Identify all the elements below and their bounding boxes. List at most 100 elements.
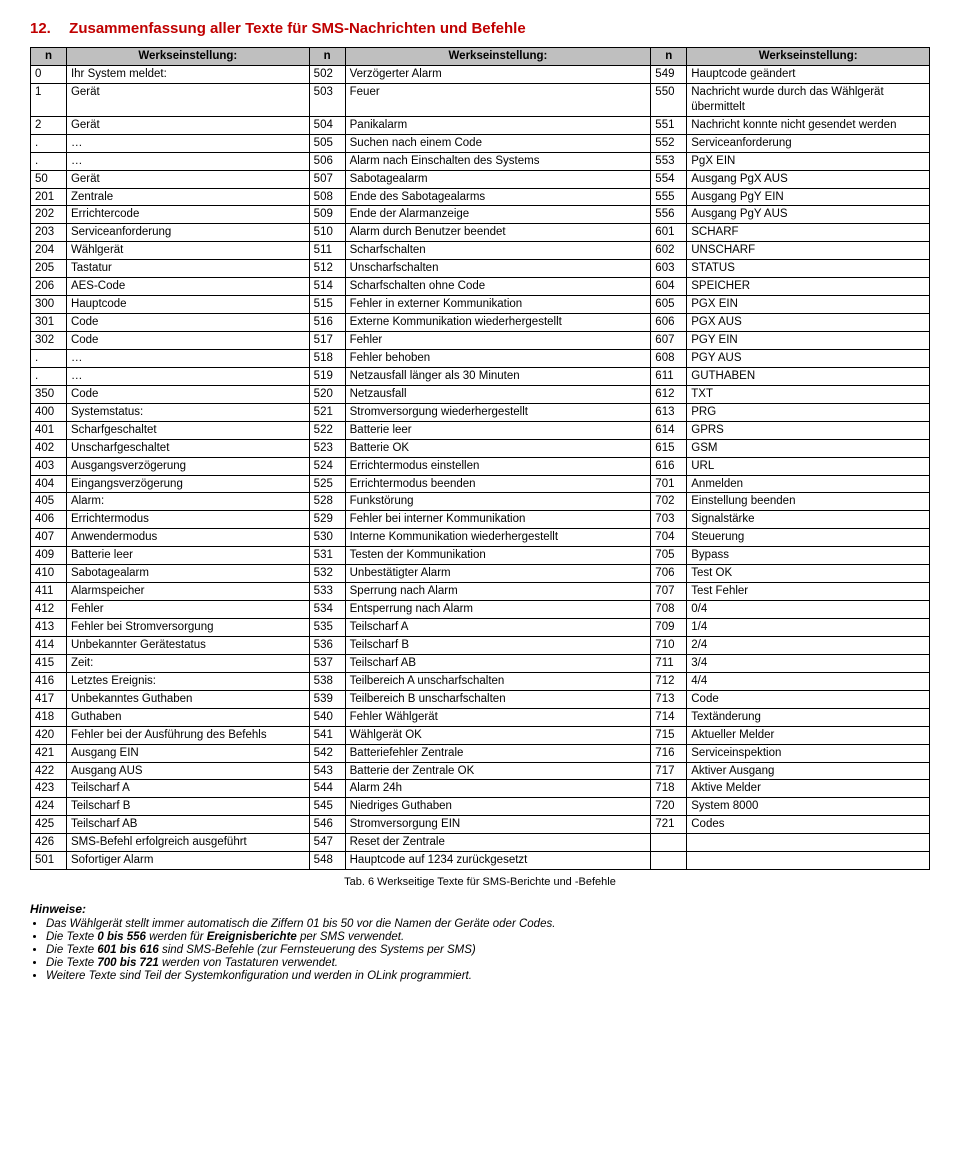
table-row: .…519Netzausfall länger als 30 Minuten61… [31, 367, 930, 385]
table-cell: Tastatur [66, 260, 309, 278]
table-cell: 416 [31, 672, 67, 690]
table-cell: Errichtermodus einstellen [345, 457, 651, 475]
table-cell: 709 [651, 619, 687, 637]
table-cell: 502 [309, 65, 345, 83]
table-cell: 611 [651, 367, 687, 385]
table-cell: … [66, 367, 309, 385]
table-cell: 508 [309, 188, 345, 206]
table-cell: Teilscharf B [66, 798, 309, 816]
table-cell: Code [687, 690, 930, 708]
table-row: 202Errichtercode509Ende der Alarmanzeige… [31, 206, 930, 224]
table-cell [651, 834, 687, 852]
table-cell: Unbekanntes Guthaben [66, 690, 309, 708]
table-cell: 512 [309, 260, 345, 278]
table-cell: 350 [31, 385, 67, 403]
table-row: 206AES-Code514Scharfschalten ohne Code60… [31, 278, 930, 296]
table-row: 411Alarmspeicher533Sperrung nach Alarm70… [31, 583, 930, 601]
table-cell: 552 [651, 134, 687, 152]
table-cell: 606 [651, 314, 687, 332]
table-row: 350Code520Netzausfall612TXT [31, 385, 930, 403]
table-cell: Feuer [345, 83, 651, 116]
table-row: .…505Suchen nach einem Code552Serviceanf… [31, 134, 930, 152]
table-row: 402Unscharfgeschaltet523Batterie OK615GS… [31, 439, 930, 457]
table-cell: PgX EIN [687, 152, 930, 170]
table-cell: Scharfschalten ohne Code [345, 278, 651, 296]
table-cell: Sabotagealarm [66, 565, 309, 583]
table-cell: PRG [687, 403, 930, 421]
table-row: 405Alarm:528Funkstörung702Einstellung be… [31, 493, 930, 511]
table-cell [687, 834, 930, 852]
table-cell: 201 [31, 188, 67, 206]
table-cell: 420 [31, 726, 67, 744]
table-row: 404Eingangsverzögerung525Errichtermodus … [31, 475, 930, 493]
table-cell: Sabotagealarm [345, 170, 651, 188]
table-cell: 519 [309, 367, 345, 385]
table-cell: Ausgang EIN [66, 744, 309, 762]
table-cell: 0/4 [687, 601, 930, 619]
table-cell: 554 [651, 170, 687, 188]
table-cell: Scharfschalten [345, 242, 651, 260]
table-cell: 535 [309, 619, 345, 637]
table-cell: Teilscharf A [66, 780, 309, 798]
table-cell: 717 [651, 762, 687, 780]
table-cell: 50 [31, 170, 67, 188]
table-cell: Systemstatus: [66, 403, 309, 421]
table-cell: Suchen nach einem Code [345, 134, 651, 152]
table-cell: 506 [309, 152, 345, 170]
table-cell: 2/4 [687, 636, 930, 654]
table-cell: 605 [651, 296, 687, 314]
table-cell: 406 [31, 511, 67, 529]
table-cell: Code [66, 314, 309, 332]
table-cell: Serviceanforderung [687, 134, 930, 152]
table-row: 0Ihr System meldet:502Verzögerter Alarm5… [31, 65, 930, 83]
table-cell: Batteriefehler Zentrale [345, 744, 651, 762]
table-cell: GSM [687, 439, 930, 457]
table-cell: 426 [31, 834, 67, 852]
hints-title: Hinweise: [30, 902, 930, 916]
table-row: 300Hauptcode515Fehler in externer Kommun… [31, 296, 930, 314]
table-cell: 423 [31, 780, 67, 798]
table-cell: 507 [309, 170, 345, 188]
table-cell: Code [66, 332, 309, 350]
table-cell: Niedriges Guthaben [345, 798, 651, 816]
table-cell: 520 [309, 385, 345, 403]
table-cell: Netzausfall [345, 385, 651, 403]
table-cell: Textänderung [687, 708, 930, 726]
table-cell: Fehler in externer Kommunikation [345, 296, 651, 314]
table-row: 416Letztes Ereignis:538Teilbereich A uns… [31, 672, 930, 690]
table-cell: Hauptcode [66, 296, 309, 314]
table-cell: 718 [651, 780, 687, 798]
section-heading: Zusammenfassung aller Texte für SMS-Nach… [69, 20, 526, 37]
table-row: 417Unbekanntes Guthaben539Teilbereich B … [31, 690, 930, 708]
table-cell: 418 [31, 708, 67, 726]
table-cell: 531 [309, 547, 345, 565]
table-cell: Anwendermodus [66, 529, 309, 547]
table-cell: Code [66, 385, 309, 403]
table-cell: Steuerung [687, 529, 930, 547]
table-cell: 544 [309, 780, 345, 798]
table-cell: URL [687, 457, 930, 475]
table-cell: 550 [651, 83, 687, 116]
table-cell: Einstellung beenden [687, 493, 930, 511]
table-cell: 705 [651, 547, 687, 565]
table-cell: GPRS [687, 421, 930, 439]
table-cell: Batterie leer [66, 547, 309, 565]
table-cell: 505 [309, 134, 345, 152]
table-cell: 548 [309, 852, 345, 870]
table-cell: Stromversorgung wiederhergestellt [345, 403, 651, 421]
table-cell: 0 [31, 65, 67, 83]
table-row: 201Zentrale508Ende des Sabotagealarms555… [31, 188, 930, 206]
table-cell: … [66, 152, 309, 170]
table-cell: Reset der Zentrale [345, 834, 651, 852]
table-cell: Guthaben [66, 708, 309, 726]
table-cell: Aktive Melder [687, 780, 930, 798]
table-cell: Ausgang PgX AUS [687, 170, 930, 188]
table-cell: Errichtermodus beenden [345, 475, 651, 493]
table-cell: Serviceinspektion [687, 744, 930, 762]
table-cell: 516 [309, 314, 345, 332]
table-cell: 713 [651, 690, 687, 708]
table-cell: 716 [651, 744, 687, 762]
table-cell: 300 [31, 296, 67, 314]
table-cell: Gerät [66, 170, 309, 188]
table-row: 1Gerät503Feuer550Nachricht wurde durch d… [31, 83, 930, 116]
